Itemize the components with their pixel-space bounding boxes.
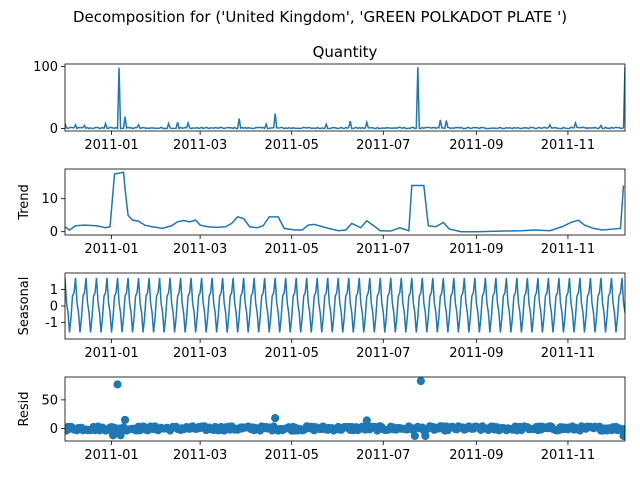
resid-outlier-point bbox=[421, 431, 430, 440]
y-tick-label: 10 bbox=[41, 192, 58, 207]
resid-outlier-point bbox=[113, 380, 122, 389]
y-tick-label: 100 bbox=[33, 60, 58, 75]
x-tick-label: 2011-05 bbox=[265, 138, 319, 153]
panel-title: Quantity bbox=[313, 43, 378, 61]
resid-outlier-point bbox=[116, 431, 125, 440]
trend-series bbox=[65, 171, 625, 233]
x-tick-label: 2011-05 bbox=[265, 242, 319, 257]
x-tick-label: 2011-07 bbox=[356, 448, 410, 463]
x-tick-label: 2011-03 bbox=[173, 346, 227, 361]
x-tick-label: 2011-11 bbox=[541, 346, 595, 361]
y-axis-label: Seasonal bbox=[17, 277, 32, 336]
panel-resid: 0 50 2011-01 2011-03 2011-05 2011-07 2011-09 20… bbox=[17, 376, 626, 463]
x-tick-label: 2011-05 bbox=[265, 448, 319, 463]
x-tick-label: 2011-11 bbox=[541, 242, 595, 257]
x-tick-label: 2011-01 bbox=[84, 138, 138, 153]
resid-point bbox=[621, 424, 625, 433]
resid-outlier-point bbox=[416, 377, 425, 385]
x-tick-label: 2011-07 bbox=[356, 346, 410, 361]
x-tick-label: 2011-03 bbox=[173, 242, 227, 257]
x-tick-label: 2011-09 bbox=[449, 346, 503, 361]
resid-series bbox=[65, 377, 625, 440]
panel-seasonal: 1 0-1 2011-01 2011-03 2011-05 2011-07 2011-09 2… bbox=[17, 272, 626, 361]
x-tick-label: 2011-03 bbox=[173, 448, 227, 463]
panel-observed: 0 100 2011-01 2011-03 2011-05 2011-07 2011-09 2… bbox=[33, 43, 626, 153]
y-tick-label: 1 bbox=[50, 283, 58, 298]
resid-outlier-point bbox=[362, 416, 371, 425]
x-tick-label: 2011-09 bbox=[449, 138, 503, 153]
x-tick-label: 2011-09 bbox=[449, 448, 503, 463]
x-tick-label: 2011-03 bbox=[173, 138, 227, 153]
resid-outlier-point bbox=[619, 431, 625, 440]
trend-line bbox=[65, 171, 625, 233]
resid-outlier-point bbox=[121, 415, 130, 424]
axes-frame bbox=[64, 168, 626, 236]
x-tick-label: 2011-07 bbox=[356, 242, 410, 257]
chart-suptitle: Decomposition for ('United Kingdom', 'GR… bbox=[73, 8, 567, 26]
resid-outlier-point bbox=[109, 431, 118, 440]
y-tick-label: 0 bbox=[50, 225, 58, 240]
y-tick-label: -1 bbox=[45, 316, 58, 331]
panel-trend: 0 10 2011-01 2011-03 2011-05 2011-07 2011-09 20… bbox=[17, 168, 626, 257]
y-tick-label: 50 bbox=[41, 393, 58, 408]
x-tick-label: 2011-01 bbox=[84, 448, 138, 463]
x-tick-label: 2011-05 bbox=[265, 346, 319, 361]
x-tick-label: 2011-01 bbox=[84, 242, 138, 257]
observed-series bbox=[65, 66, 625, 130]
x-tick-label: 2011-11 bbox=[541, 448, 595, 463]
resid-outlier-point bbox=[271, 414, 280, 423]
x-tick-label: 2011-07 bbox=[356, 138, 410, 153]
seasonal-line bbox=[65, 277, 625, 333]
y-axis-label: Resid bbox=[17, 391, 32, 426]
axes-frame bbox=[64, 376, 626, 442]
y-tick-label: 0 bbox=[50, 300, 58, 315]
y-tick-label: 0 bbox=[50, 122, 58, 137]
y-tick-label: 0 bbox=[50, 422, 58, 437]
resid-outlier-point bbox=[410, 431, 419, 440]
x-tick-label: 2011-11 bbox=[541, 138, 595, 153]
seasonal-series bbox=[65, 277, 625, 333]
axes-frame bbox=[64, 63, 626, 132]
observed-line bbox=[65, 66, 625, 130]
x-tick-label: 2011-09 bbox=[449, 242, 503, 257]
y-axis-label: Trend bbox=[17, 184, 32, 221]
x-tick-label: 2011-01 bbox=[84, 346, 138, 361]
